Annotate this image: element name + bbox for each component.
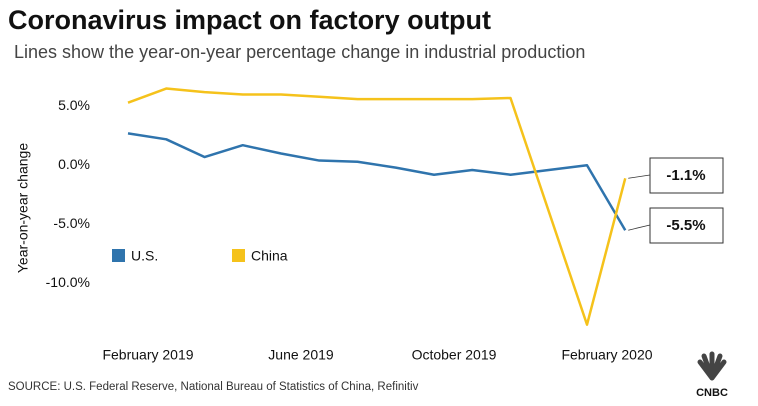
logo: CNBC	[696, 351, 728, 399]
y-tick-label: 5.0%	[58, 97, 90, 113]
legend-label: China	[251, 248, 288, 264]
value-label: -5.5%	[666, 217, 705, 234]
y-axis-label: Year-on-year change	[15, 143, 31, 273]
legend-label: U.S.	[131, 248, 158, 264]
chart-title: Coronavirus impact on factory output	[8, 5, 491, 35]
x-tick-label: October 2019	[412, 347, 497, 363]
source: SOURCE: U.S. Federal Reserve, National B…	[8, 381, 419, 393]
value-label: -1.1%	[666, 167, 705, 184]
label-box	[649, 157, 724, 194]
y-tick-label: -10.0%	[46, 274, 90, 290]
y-tick-label: 0.0%	[58, 156, 90, 172]
label-leader	[628, 174, 651, 179]
label-box	[649, 207, 724, 244]
chart-subtitle: Lines show the year-on-year percentage c…	[14, 42, 585, 62]
y-tick-label: -5.0%	[53, 215, 90, 231]
series-line	[127, 132, 627, 231]
label-leader	[628, 224, 651, 231]
x-tick-label: June 2019	[268, 347, 334, 363]
value-label-box: -1.1%	[628, 157, 724, 194]
logo-peacock	[697, 351, 727, 381]
logo-text: CNBC	[696, 387, 728, 399]
x-tick-label: February 2019	[102, 347, 193, 363]
legend-swatch	[232, 249, 245, 262]
x-tick-label: February 2020	[561, 347, 652, 363]
value-label-box: -5.5%	[628, 207, 724, 244]
series-line	[127, 87, 627, 326]
legend-swatch	[112, 249, 125, 262]
